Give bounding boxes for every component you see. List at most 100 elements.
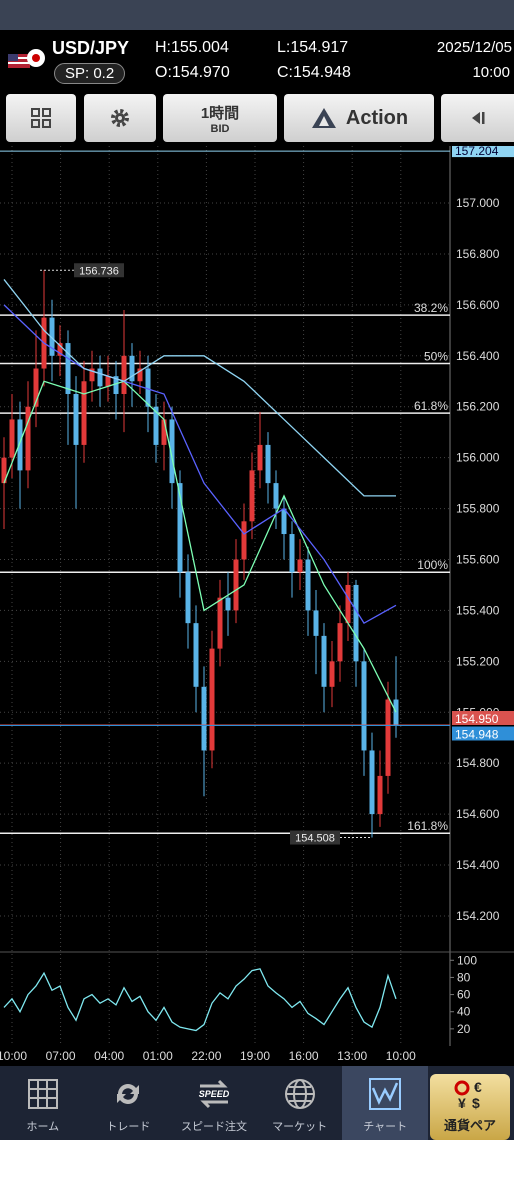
candle-body (105, 376, 111, 387)
marker-tag (74, 263, 124, 278)
candle (73, 376, 79, 509)
chart-bg (0, 146, 514, 1066)
y-tick-label: 156.000 (456, 451, 500, 465)
toolbar: 1時間 BID Action (0, 90, 514, 146)
candle (329, 640, 335, 708)
fib-label: 38.2% (414, 301, 448, 315)
quote-header: USD/JPY SP: 0.2 H:155.004 O:154.970 L:15… (0, 30, 514, 90)
candle-body (257, 444, 263, 471)
rsi-line (3, 968, 397, 1032)
candle (17, 401, 23, 509)
candle (241, 503, 247, 580)
candle (265, 432, 271, 504)
nav-label: チャート (363, 1121, 408, 1133)
rsi-tick-label: 20 (457, 1022, 471, 1036)
candle (49, 299, 55, 382)
nav-item[interactable]: マーケット (257, 1066, 343, 1140)
candle-body (225, 597, 231, 611)
candle (313, 590, 319, 675)
candle (153, 393, 159, 463)
action-label: Action (345, 106, 409, 129)
price-tag (452, 726, 514, 741)
y-tick-label: 154.800 (456, 756, 500, 770)
candle (65, 330, 71, 445)
y-tick-label: 155.600 (456, 552, 500, 566)
timeframe-button[interactable]: 1時間 BID (163, 94, 277, 142)
candle (337, 605, 343, 682)
candle-body (377, 775, 383, 815)
y-tick-label: 156.800 (456, 247, 500, 261)
candle-body (137, 368, 143, 382)
candle (33, 330, 39, 428)
action-button[interactable]: Action (284, 94, 434, 142)
candle-body (129, 355, 135, 382)
nav-icon (27, 1079, 58, 1109)
candle-body (153, 406, 159, 445)
candle-body (113, 376, 119, 394)
nav-label: ホーム (26, 1121, 60, 1133)
nav-item[interactable]: チャート (342, 1066, 428, 1140)
top-price-label: 157.204 (455, 146, 499, 158)
svg-text:¥: ¥ (458, 1095, 466, 1111)
y-tick-label: 154.200 (456, 909, 500, 923)
y-tick-label: 156.400 (456, 349, 500, 363)
candle (105, 355, 111, 402)
candle-body (345, 584, 351, 624)
nav-item[interactable]: SPEED スピード注文 (171, 1066, 257, 1140)
rsi-tick-label: 60 (457, 988, 471, 1002)
low: L:154.917 (277, 39, 349, 56)
flag-icon (8, 49, 45, 68)
candle-body (361, 661, 367, 751)
candle (297, 539, 303, 591)
candle-body (17, 419, 23, 471)
candle-body (241, 521, 247, 560)
svg-text:SPEED: SPEED (199, 1089, 230, 1099)
nav-item[interactable]: トレード (86, 1066, 172, 1140)
candle-body (369, 750, 375, 815)
candle (257, 411, 263, 489)
fib-label: 50% (424, 349, 448, 363)
candle-body (57, 343, 63, 356)
x-tick-label: 19:00 (240, 1049, 270, 1063)
candle (233, 539, 239, 624)
high: H:155.004 (155, 39, 229, 56)
candle-body (209, 648, 215, 751)
candle (345, 572, 351, 641)
x-tick-label: 16:00 (289, 1049, 319, 1063)
svg-text:€: € (474, 1079, 482, 1095)
nav-item[interactable]: ホーム (0, 1066, 86, 1140)
fib-label: 61.8% (414, 399, 448, 413)
collapse-button[interactable] (441, 94, 514, 142)
candle-body (65, 343, 71, 394)
nav-label: 通貨ペア (443, 1118, 496, 1133)
layout-button[interactable] (6, 94, 76, 142)
candle-body (353, 584, 359, 662)
timeframe: 1時間 (200, 104, 240, 122)
candle-body (49, 317, 55, 356)
close: C:154.948 (277, 64, 351, 81)
candle-body (289, 534, 295, 573)
fib-label: 100% (417, 558, 448, 572)
candle-body (97, 368, 103, 387)
candle (321, 623, 327, 713)
nav-item[interactable]: € ¥ $ 通貨ペア (429, 1074, 510, 1140)
x-tick-label: 13:00 (337, 1049, 367, 1063)
y-tick-label: 155.200 (456, 654, 500, 668)
candle (385, 681, 391, 794)
x-tick-label: 04:00 (94, 1049, 124, 1063)
candle (177, 470, 183, 598)
y-tick-label: 155.400 (456, 603, 500, 617)
candle-body (313, 610, 319, 636)
moving-average (3, 279, 396, 497)
candle-body (145, 368, 151, 407)
x-tick-label: 01:00 (143, 1049, 173, 1063)
candle (361, 648, 367, 776)
candle (193, 605, 199, 713)
status-bar (0, 0, 514, 30)
price-tag (452, 710, 514, 725)
pair: USD/JPY (52, 38, 130, 58)
candle-body (89, 368, 95, 382)
candle (121, 309, 127, 433)
candle-body (249, 470, 255, 522)
settings-button[interactable] (84, 94, 156, 142)
